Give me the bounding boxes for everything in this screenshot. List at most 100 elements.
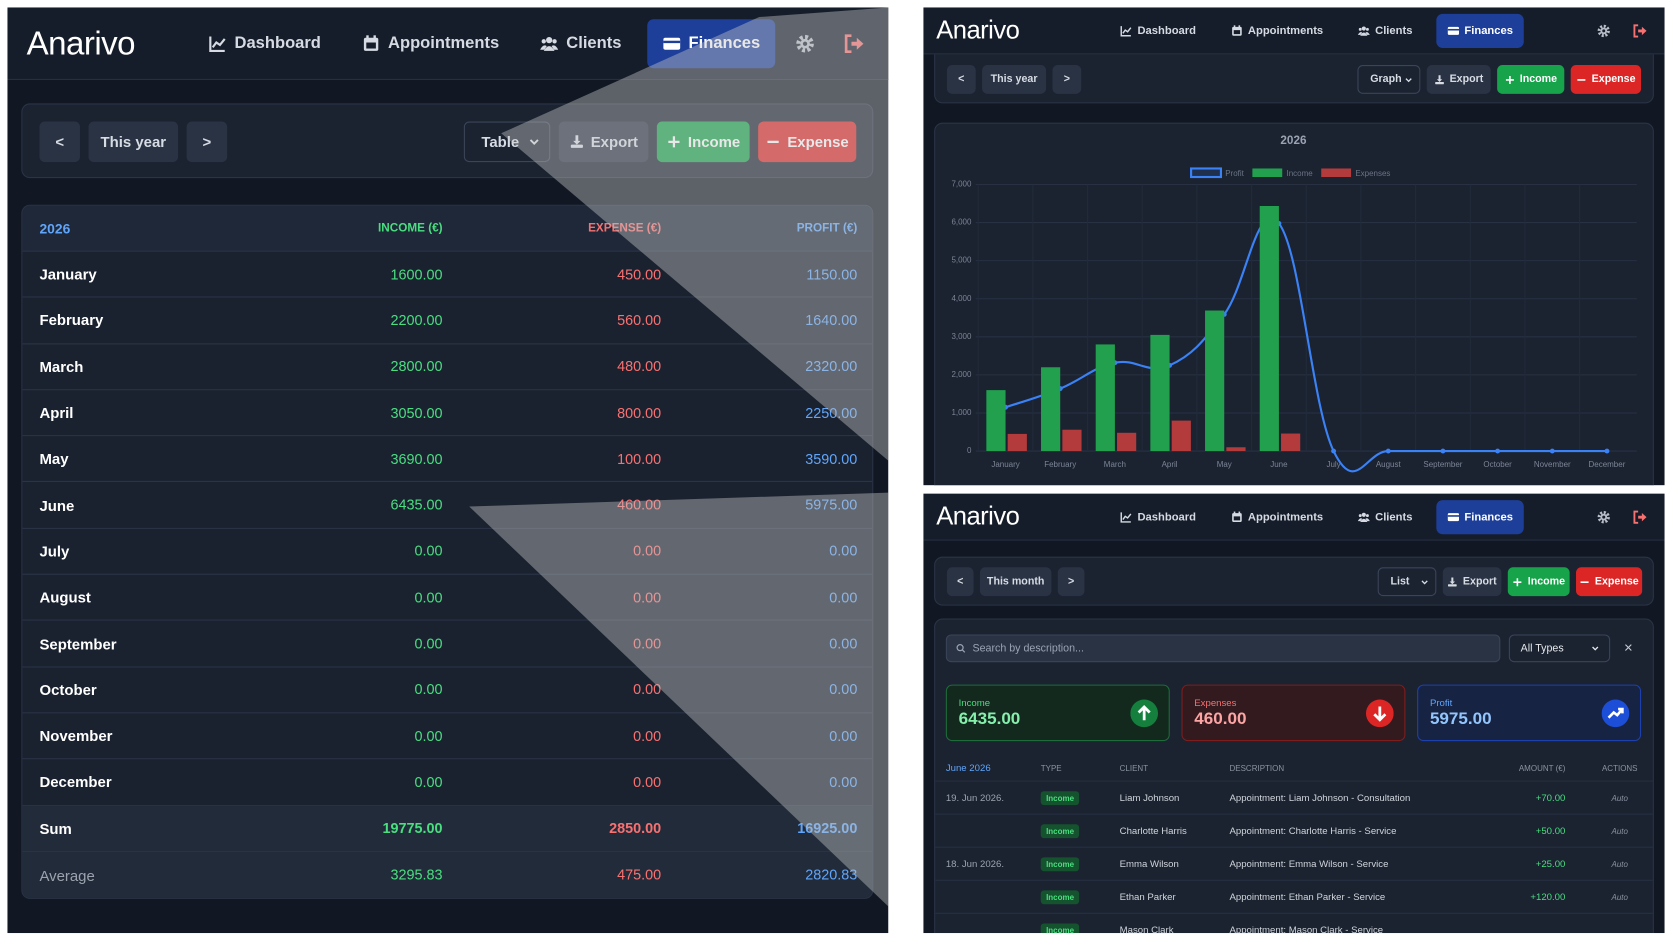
period-button-label: This year [990,73,1038,86]
expense-button[interactable]: Expense [1576,567,1643,597]
next-button[interactable]: > [1052,65,1082,94]
plus-icon [1513,577,1522,586]
minus-icon [1580,580,1589,583]
cell-value: 0.00 [414,774,443,791]
client-cell: Mason Clark [1119,924,1174,934]
table-row: June 6435.00 460.00 5975.00 [22,482,873,529]
table-row: Sum 19775.00 2850.00 16925.00 [22,805,873,852]
expense-button[interactable]: Expense [758,121,857,163]
next-button-label: > [1068,575,1075,588]
income-button[interactable]: Income [1507,567,1570,597]
settings-button[interactable] [1596,23,1611,38]
gear-icon [1597,510,1610,523]
icon-shape [1633,510,1639,524]
icon-shape [1365,513,1369,517]
cell-value: 2320.00 [805,358,858,375]
export-button[interactable]: Export [558,121,649,163]
nav-item[interactable]: Clients [525,19,637,68]
export-button[interactable]: Export [1442,567,1502,597]
x-tick-label: August [1376,460,1402,469]
icon-shape [1638,512,1647,521]
x-tick-label: February [1044,460,1076,469]
view-select[interactable]: Table [463,121,551,163]
description-cell: Appointment: Ethan Parker - Service [1229,891,1386,903]
table-row: July 0.00 0.00 0.00 [22,529,873,575]
cell-value: 0.00 [633,635,662,652]
transaction-row: 19. Jun 2026. Income Liam Johnson Appointme… [935,782,1653,815]
next-button[interactable]: > [186,121,228,163]
nav-item-active[interactable]: Finances [646,18,776,68]
period-button[interactable]: This month [979,567,1052,597]
expense-button[interactable]: Expense [1570,65,1642,94]
type-badge: Income [1040,790,1080,805]
prev-button[interactable]: < [946,65,976,94]
table-row: October 0.00 0.00 0.00 [22,667,873,714]
view-select-label: Graph [1370,73,1402,86]
nav-item[interactable]: Clients [1347,13,1423,47]
export-button-label: Export [1449,73,1484,86]
type-filter[interactable]: All Types [1508,634,1611,663]
icon-shape [1360,31,1368,36]
cell-value: 460.00 [617,497,662,514]
cell-value: 2800.00 [390,358,443,375]
row-label: March [39,358,84,376]
action-cell: Auto [1611,858,1628,869]
cell-value: 2850.00 [609,820,662,837]
table-row: January 1600.00 450.00 1150.00 [22,252,873,298]
row-label: April [39,404,74,422]
search-input[interactable]: Search by description... [945,634,1501,663]
next-button-label: > [202,133,212,151]
client-cell: Emma Wilson [1119,858,1179,870]
nav-item-active[interactable]: Finances [1435,499,1524,534]
view-select[interactable]: List [1377,567,1437,597]
clear-filter-button[interactable]: × [1624,638,1633,656]
nav-item[interactable]: Dashboard [1109,500,1207,534]
logout-button[interactable] [1633,23,1648,38]
nav-label: Appointments [1247,510,1324,524]
nav-item[interactable]: Dashboard [1109,13,1207,47]
y-tick-label: 0 [967,446,972,455]
icon-shape [1405,77,1412,82]
logout-button[interactable] [1633,509,1648,524]
next-button[interactable]: > [1057,567,1085,597]
logout-button[interactable] [843,33,864,54]
nav-item[interactable]: Appointments [1219,13,1333,47]
nav-item[interactable]: Appointments [1219,500,1333,534]
toolbar: < This year > Table Export Income Expense [22,121,872,163]
expense-button-label: Expense [1591,73,1636,86]
row-label: June [39,496,75,514]
period-button[interactable]: This year [982,65,1047,94]
point [1331,448,1337,454]
x-tick-label: October [1483,460,1512,469]
view-select[interactable]: Graph [1357,65,1421,94]
settings-button[interactable] [794,33,815,54]
y-tick-label: 7,000 [951,180,972,189]
settings-button[interactable] [1596,509,1611,524]
nav-item[interactable]: Dashboard [193,19,336,68]
card-icon [1447,26,1459,35]
action-cell: Auto [1611,792,1628,803]
brand: Anarivo [936,501,1020,531]
nav-item[interactable]: Clients [1347,500,1423,534]
point [1549,448,1555,454]
income-button[interactable]: Income [1497,65,1565,94]
transaction-row: Income Ethan Parker Appointment: Ethan Par… [935,881,1653,914]
transactions-table: June 2026 TYPE CLIENT DESCRIPTION AMOUNT (€)… [935,755,1653,934]
income-button[interactable]: Income [656,121,750,163]
icon-shape [956,644,964,652]
icon-shape [1638,26,1647,35]
icon-shape [1238,511,1240,514]
icon-shape [1597,24,1610,37]
nav-item-active[interactable]: Finances [1435,13,1524,48]
client-cell: Ethan Parker [1119,891,1176,903]
icon-shape [1137,705,1151,721]
export-button[interactable]: Export [1426,65,1491,94]
action-cell: Auto [1611,825,1628,836]
prev-button[interactable]: < [39,121,80,163]
period-button[interactable]: This year [88,121,179,163]
brand: Anarivo [26,23,136,62]
transaction-row: Income Mason Clark Appointment: Mason Clar… [935,914,1653,934]
nav-item[interactable]: Appointments [346,19,514,68]
prev-button[interactable]: < [946,567,974,597]
bar [1259,205,1279,452]
